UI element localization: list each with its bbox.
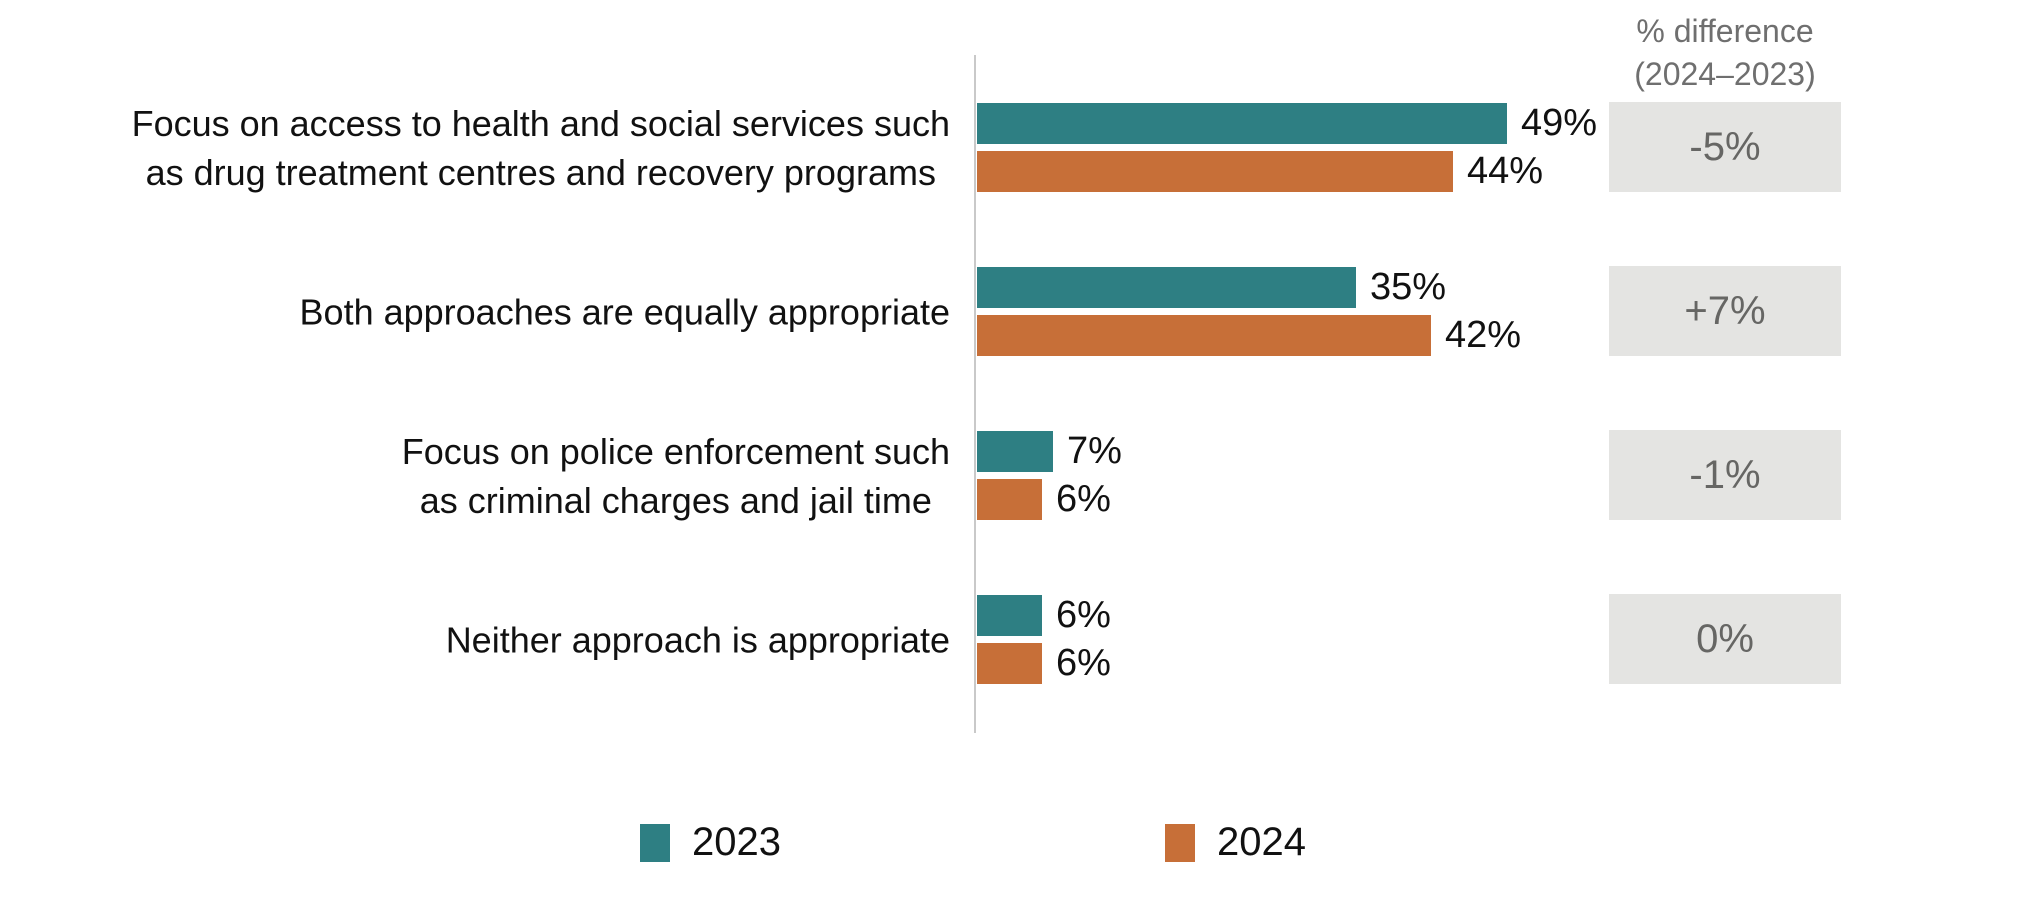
bar-2024-group1: [977, 151, 1453, 192]
bar-2023-group2: [977, 267, 1356, 308]
category-label: Neither approach is appropriate: [445, 619, 950, 660]
category-label: Focus on access to health and social ser…: [131, 102, 950, 193]
bar-2023-group3: [977, 431, 1053, 472]
legend-label-2023: 2023: [692, 820, 781, 864]
value-label-2024-group2: 42%: [1445, 314, 1522, 356]
value-label-2024-group1: 44%: [1467, 150, 1544, 192]
diff-box-group1: -5%: [1609, 102, 1841, 192]
bar-2024-group3: [977, 479, 1042, 520]
value-label-2023-group4: 6%: [1056, 594, 1111, 636]
value-label-2023-group2: 35%: [1370, 266, 1447, 308]
diff-box-group3: -1%: [1609, 430, 1841, 520]
diff-box-group2: +7%: [1609, 266, 1841, 356]
diff-column-header: % difference (2024–2023): [1609, 10, 1841, 96]
diff-box-group4: 0%: [1609, 594, 1841, 684]
bar-2024-group2: [977, 315, 1431, 356]
bar-2023-group4: [977, 595, 1042, 636]
y-axis-line: [974, 55, 976, 733]
category-label: Focus on police enforcement such as crim…: [401, 430, 950, 521]
diff-header-line2: (2024–2023): [1634, 56, 1816, 92]
value-label-2023-group1: 49%: [1521, 102, 1598, 144]
legend-item-2023: 2023: [640, 820, 781, 865]
value-label-2024-group3: 6%: [1056, 478, 1111, 520]
value-label-2024-group4: 6%: [1056, 642, 1111, 684]
legend-swatch-2023-icon: [640, 823, 670, 862]
legend-label-2024: 2024: [1217, 820, 1306, 864]
diff-header-line1: % difference: [1636, 13, 1814, 49]
bar-2024-group4: [977, 643, 1042, 684]
bar-2023-group1: [977, 103, 1507, 144]
value-label-2023-group3: 7%: [1067, 430, 1122, 472]
category-label: Both approaches are equally appropriate: [299, 291, 950, 332]
legend-swatch-2024-icon: [1165, 823, 1195, 862]
legend-item-2024: 2024: [1165, 820, 1306, 865]
